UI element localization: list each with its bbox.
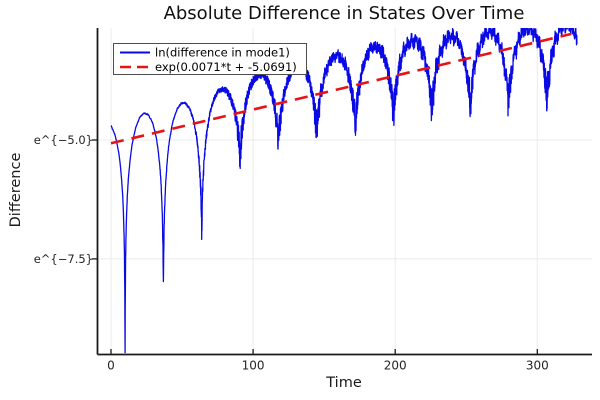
legend-box <box>113 43 307 75</box>
legend-entry-exp-fit: exp(0.0071*t + -5.0691) <box>155 60 297 74</box>
y-axis-label: Difference <box>8 153 24 228</box>
legend-entry-difference: ln(difference in mode1) <box>155 46 290 60</box>
legend: ln(difference in mode1) exp(0.0071*t + -… <box>113 43 307 75</box>
gridlines <box>97 28 592 355</box>
series-area <box>110 28 578 354</box>
series-line-exp-fit <box>110 32 572 145</box>
axis-tick-labels: 0 100 200 300 e^{−5.0} e^{−7.5} <box>34 133 549 372</box>
x-axis-label: Time <box>325 375 362 391</box>
x-tick-label: 100 <box>242 359 265 373</box>
x-tick-label: 300 <box>526 359 549 373</box>
chart-title: Absolute Difference in States Over Time <box>164 3 525 24</box>
y-tick-label: e^{−7.5} <box>34 252 93 266</box>
x-tick-label: 200 <box>384 359 407 373</box>
axis-ticks <box>91 139 538 355</box>
x-tick-label: 0 <box>107 359 115 373</box>
y-tick-label: e^{−5.0} <box>34 133 93 147</box>
